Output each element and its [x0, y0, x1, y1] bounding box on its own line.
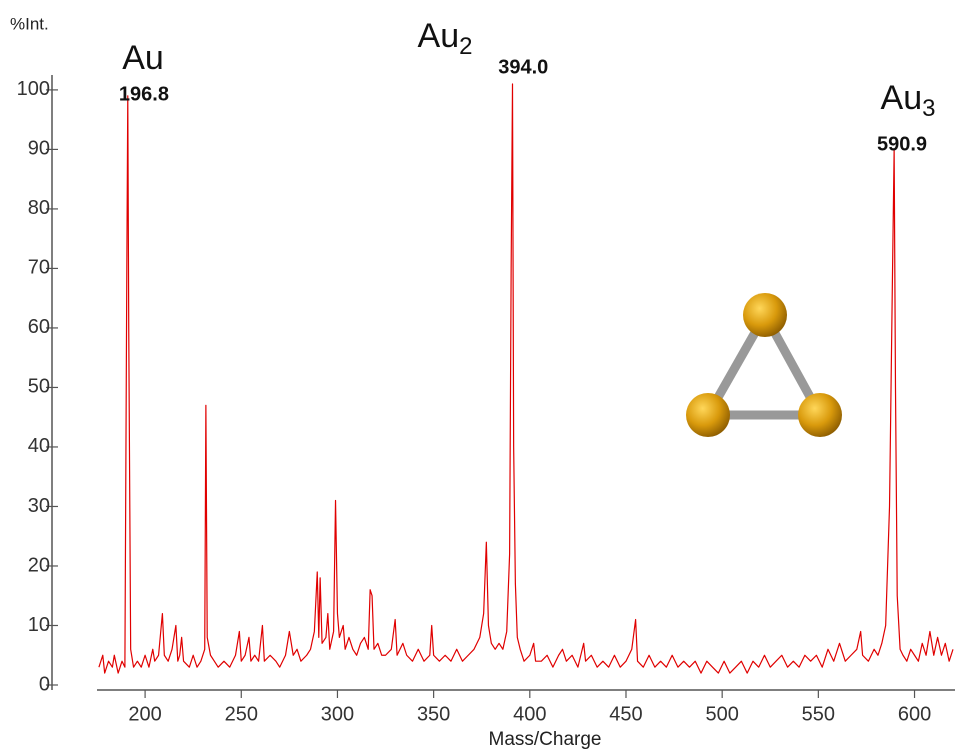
- y-tick-label: 90: [28, 138, 50, 160]
- chart: %Int. Mass/Charge 0 10 20 30 40 50 60 70 80 90 100…: [0, 0, 956, 754]
- peak-formula: Au2: [418, 17, 473, 60]
- peak-mass-label: 590.9: [877, 133, 927, 155]
- formula-subscript: 3: [922, 95, 935, 122]
- y-tick-label: 10: [28, 614, 50, 636]
- y-tick-label: 80: [28, 197, 50, 219]
- x-axis-label: Mass/Charge: [489, 729, 602, 750]
- formula-subscript: 2: [459, 33, 472, 60]
- peak-formula: Au3: [881, 79, 936, 122]
- y-tick-label: 70: [28, 257, 50, 279]
- x-tick-label: 250: [225, 703, 258, 725]
- x-tick-label: 350: [417, 703, 450, 725]
- spectrum-line: [99, 84, 953, 673]
- x-tick-label: 300: [321, 703, 354, 725]
- y-tick-label: 60: [28, 316, 50, 338]
- x-tick-label: 600: [898, 703, 931, 725]
- y-tick-label: 0: [39, 673, 50, 695]
- formula-base: Au: [122, 39, 164, 77]
- y-axis-label: %Int.: [10, 14, 49, 33]
- y-tick-label: 40: [28, 435, 50, 457]
- y-tick-label: 100: [17, 78, 50, 100]
- peak-mass-label: 394.0: [498, 56, 548, 78]
- y-tick-label: 30: [28, 495, 50, 517]
- x-tick-label: 550: [802, 703, 835, 725]
- formula-base: Au: [881, 79, 923, 117]
- molecule: [686, 293, 842, 437]
- peak-formula: Au: [122, 39, 164, 77]
- y-tick-label: 20: [28, 554, 50, 576]
- peak-mass-label: 196.8: [119, 83, 169, 105]
- x-tick-label: 400: [513, 703, 546, 725]
- x-tick-label: 450: [609, 703, 642, 725]
- x-tick-label: 200: [128, 703, 161, 725]
- x-tick-label: 500: [705, 703, 738, 725]
- y-tick-label: 50: [28, 376, 50, 398]
- formula-base: Au: [418, 17, 460, 55]
